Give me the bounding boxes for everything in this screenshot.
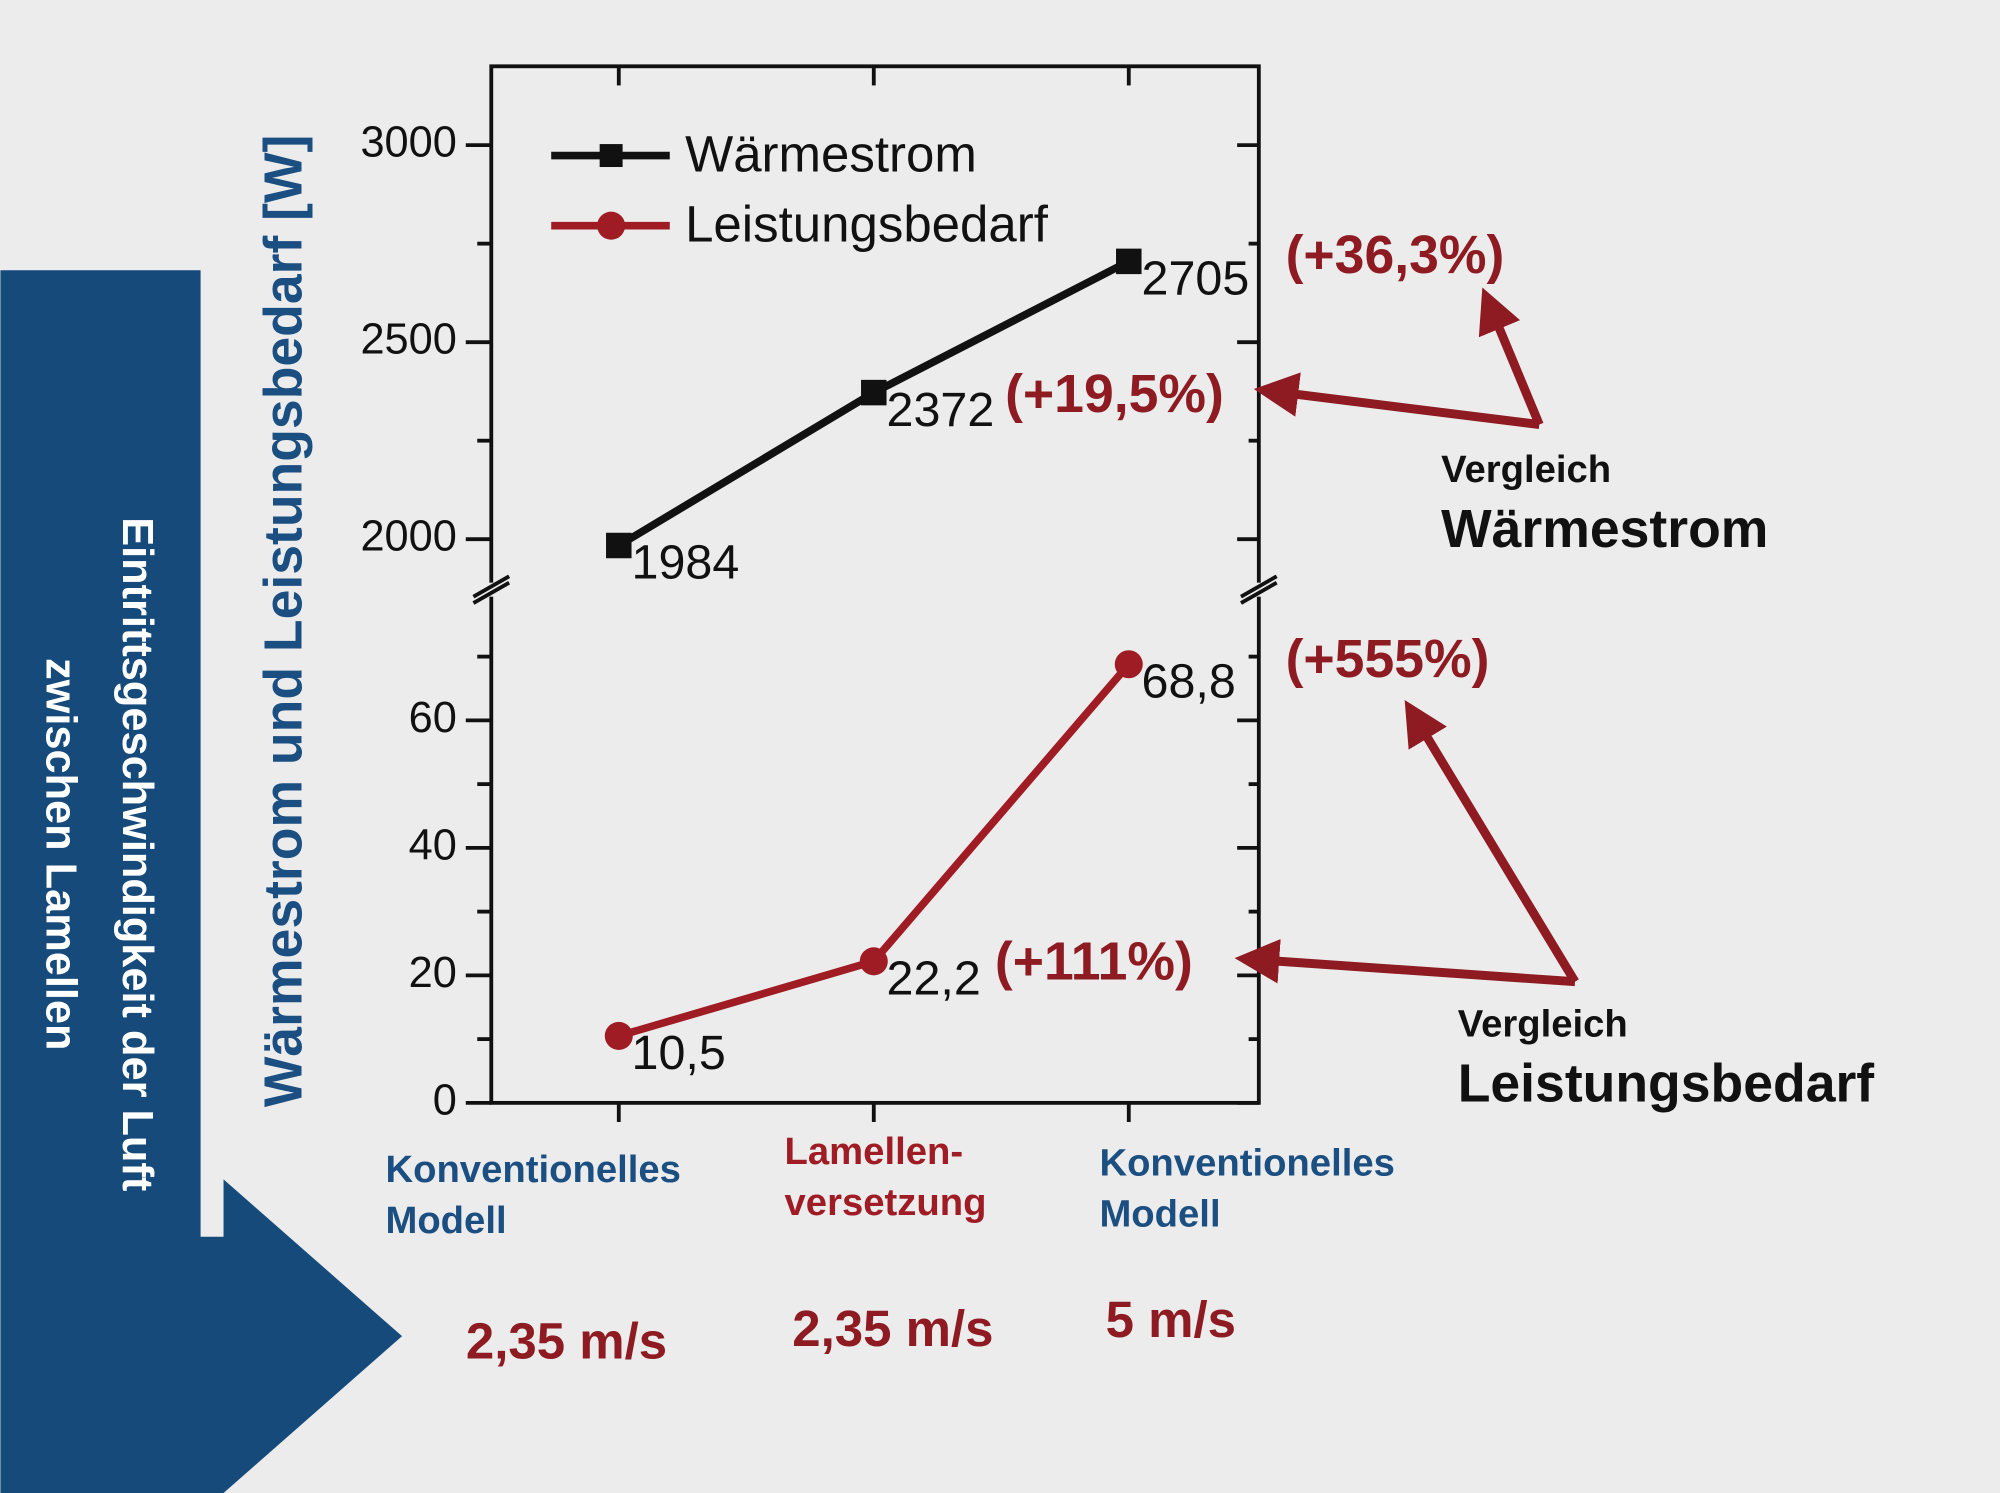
banner-arrow — [0, 270, 403, 1493]
y-tick-label: 2000 — [360, 513, 456, 561]
change-label: (+111%) — [995, 932, 1193, 991]
marker — [604, 1021, 633, 1050]
axis-break-mark — [1240, 581, 1278, 605]
y-axis-label: Wärmestrom und Leistungsbedarf [W] — [254, 135, 313, 1108]
comparison-subject: Leistungsbedarf — [1458, 1055, 1875, 1114]
speed-label: 2,35 m/s — [792, 1300, 993, 1357]
comparison-title: Vergleich — [1441, 448, 1611, 491]
axis-break-mark — [472, 581, 511, 605]
side-label-line: Eintrittsgeschwindigkeit der Luft — [113, 517, 161, 1191]
marker — [861, 379, 887, 406]
x-tick-label-box: Lamellen-versetzung — [784, 1130, 987, 1224]
comparison-subject: Wärmestrom — [1441, 500, 1768, 559]
marker — [606, 532, 632, 559]
y-tick-label: 40 — [409, 821, 457, 869]
value-label: 10,5 — [632, 1026, 726, 1080]
y-tick-label: 60 — [409, 694, 457, 742]
x-tick-label: Konventionelles Modell — [1099, 1142, 1395, 1236]
axis-break-gap — [1253, 582, 1264, 597]
y-tick-label: 3000 — [360, 119, 456, 167]
value-label: 2372 — [887, 383, 995, 437]
side-label: Eintrittsgeschwindigkeit der Luft zwisch… — [36, 517, 160, 1191]
axis-break-gap — [486, 582, 497, 597]
side-label-line: zwischen Lamellen — [36, 658, 84, 1051]
change-label: (+555%) — [1286, 630, 1490, 689]
marker — [1114, 650, 1143, 679]
comparison-arrow — [1404, 699, 1579, 985]
speed-label: 2,35 m/s — [466, 1313, 667, 1370]
x-tick-label-box: Konventionelles Modell — [1099, 1142, 1395, 1236]
x-tick-label: Konventionelles Modell — [385, 1148, 681, 1242]
y-tick-label: 20 — [409, 949, 457, 997]
comparison-arrow — [1478, 287, 1544, 427]
comparison-arrow — [1234, 938, 1576, 987]
speed-label: 5 m/s — [1106, 1291, 1236, 1348]
change-label: (+19,5%) — [1005, 365, 1224, 424]
change-label: (+36,3%) — [1286, 226, 1505, 285]
x-tick-label: Lamellen-versetzung — [784, 1130, 987, 1224]
comparison-arrow — [1253, 372, 1540, 429]
x-tick-label-box: Konventionelles Modell — [385, 1148, 681, 1242]
axis-break-mark — [1240, 574, 1278, 599]
value-label: 2705 — [1142, 252, 1250, 306]
y-tick-label: 2500 — [360, 316, 456, 364]
legend-label: Leistungsbedarf — [685, 196, 1049, 253]
comparison-title: Vergleich — [1458, 1002, 1628, 1045]
marker — [859, 947, 888, 976]
legend-label: Wärmestrom — [685, 126, 977, 183]
marker — [1116, 248, 1142, 275]
axis-break-mark — [472, 574, 511, 599]
value-label: 68,8 — [1142, 654, 1236, 708]
y-tick-label: 0 — [433, 1076, 457, 1124]
value-label: 22,2 — [887, 952, 981, 1006]
legend-marker — [599, 144, 623, 168]
value-label: 1984 — [632, 536, 740, 590]
legend-marker — [597, 211, 626, 240]
